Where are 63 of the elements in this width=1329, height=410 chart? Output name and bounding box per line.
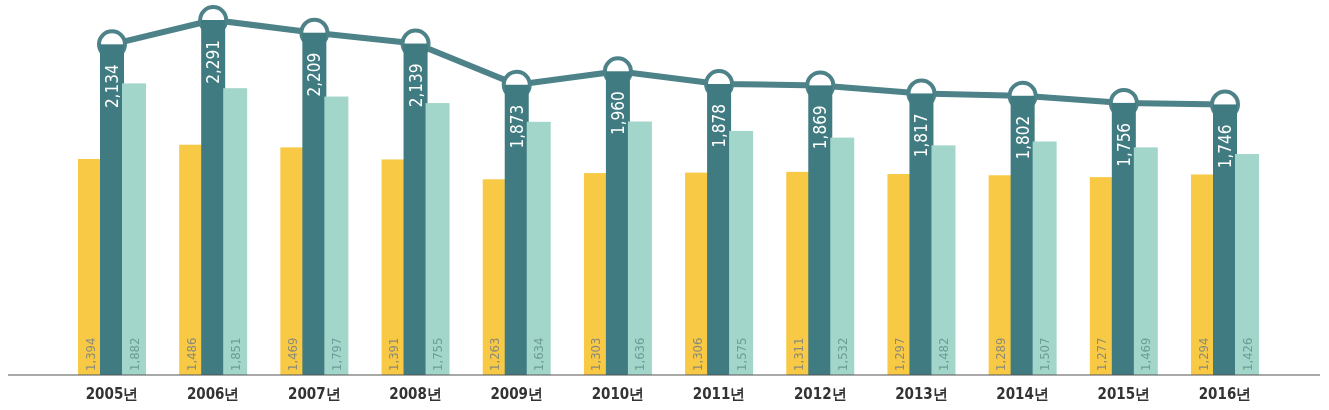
bar xyxy=(403,43,428,375)
data-label: 1,294 xyxy=(1195,337,1211,371)
data-label: 1,802 xyxy=(1012,115,1033,160)
data-label: 1,575 xyxy=(733,337,749,371)
data-label: 1,311 xyxy=(790,337,806,371)
data-label: 1,289 xyxy=(993,337,1009,371)
data-label: 1,297 xyxy=(891,337,907,371)
data-label: 1,873 xyxy=(506,104,527,149)
data-label: 1,507 xyxy=(1037,337,1053,371)
x-tick-label: 2009년 xyxy=(490,385,544,403)
data-label: 1,882 xyxy=(126,337,142,371)
x-tick-label: 2008년 xyxy=(389,385,442,403)
bar xyxy=(526,121,551,375)
data-label: 1,869 xyxy=(810,105,831,150)
data-label: 1,746 xyxy=(1215,124,1235,169)
data-label: 1,634 xyxy=(531,337,547,371)
data-label: 2,134 xyxy=(102,64,122,109)
data-label: 1,303 xyxy=(588,337,604,371)
data-label: 1,277 xyxy=(1094,337,1110,371)
bar xyxy=(223,88,248,375)
bar xyxy=(1133,147,1158,375)
data-label: 1,486 xyxy=(183,337,199,371)
x-tick-label: 2012년 xyxy=(793,385,847,403)
x-tick-label: 2015년 xyxy=(1097,385,1151,403)
x-tick-label: 2011년 xyxy=(692,385,746,403)
data-label: 1,263 xyxy=(487,337,503,371)
x-tick-label: 2014년 xyxy=(996,385,1049,403)
data-label: 1,797 xyxy=(328,337,344,371)
data-label: 1,878 xyxy=(709,104,730,148)
data-label: 2,291 xyxy=(203,40,224,84)
bar xyxy=(909,93,934,375)
data-label: 1,532 xyxy=(834,337,850,371)
bar xyxy=(425,103,450,375)
data-label: 1,756 xyxy=(1113,122,1134,167)
data-label: 1,851 xyxy=(227,337,243,371)
data-label: 1,426 xyxy=(1239,337,1255,371)
x-tick-label: 2016년 xyxy=(1198,385,1252,403)
bar xyxy=(729,130,754,375)
x-tick-label: 2006년 xyxy=(186,385,240,403)
data-label: 2,139 xyxy=(405,63,426,108)
data-label: 1,482 xyxy=(935,337,951,371)
data-label: 1,394 xyxy=(82,337,98,371)
bar xyxy=(830,137,855,375)
x-tick-label: 2013년 xyxy=(895,385,948,403)
bar xyxy=(201,20,226,375)
data-label: 1,755 xyxy=(430,337,446,371)
x-tick-label: 2005년 xyxy=(85,385,139,403)
data-label: 1,960 xyxy=(607,91,628,136)
data-label: 1,636 xyxy=(632,337,648,371)
bar xyxy=(1235,154,1259,375)
x-tick-label: 2010년 xyxy=(591,385,645,403)
data-label: 1,391 xyxy=(386,337,402,371)
bar xyxy=(324,96,349,375)
data-label: 1,817 xyxy=(911,113,932,158)
bar xyxy=(122,83,146,375)
data-label: 2,209 xyxy=(304,52,325,97)
data-label: 1,306 xyxy=(689,337,705,371)
bar xyxy=(1032,141,1057,375)
data-label: 1,469 xyxy=(284,337,300,371)
bar xyxy=(627,121,652,375)
bar xyxy=(931,145,956,375)
x-tick-label: 2007년 xyxy=(288,385,341,403)
data-label: 1,469 xyxy=(1138,337,1154,371)
